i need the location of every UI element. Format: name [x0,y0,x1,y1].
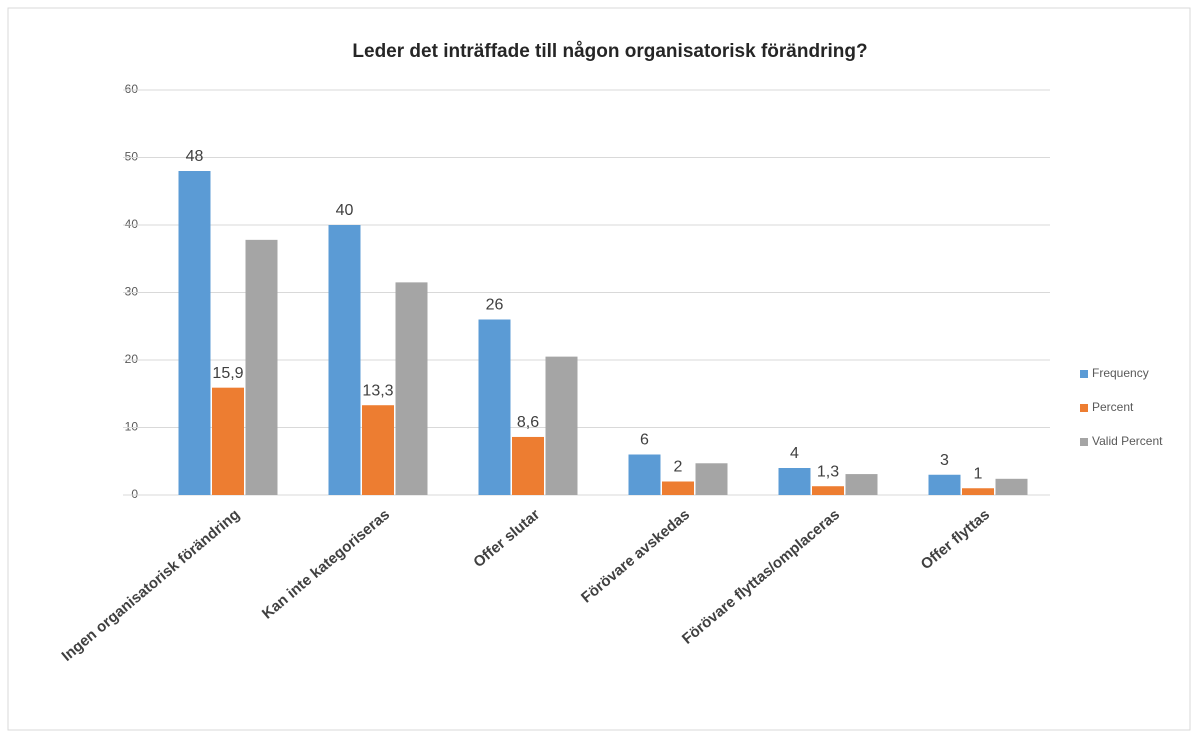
legend-label: Valid Percent [1092,434,1163,448]
legend-swatch [1080,404,1088,412]
y-tick-label: 50 [125,150,139,164]
bar [995,478,1028,495]
bar [478,319,511,495]
y-tick-label: 30 [125,285,139,299]
bar [778,468,811,495]
data-label: 6 [640,432,649,449]
bar [178,171,211,495]
chart-title: Leder det inträffade till någon organisa… [352,41,867,62]
data-label: 40 [336,202,354,219]
bar [212,387,244,495]
y-tick-label: 40 [125,217,139,231]
bar [245,239,278,495]
data-label: 3 [940,452,949,469]
bar [545,356,578,495]
data-label: 15,9 [212,365,243,382]
y-tick-label: 10 [125,420,139,434]
data-label: 48 [186,148,204,165]
bar [962,488,994,495]
bar [512,436,544,495]
data-label: 1,3 [817,463,839,480]
legend-label: Frequency [1092,366,1149,380]
bar [662,481,694,495]
data-label: 2 [674,459,683,476]
y-tick-label: 0 [131,487,138,501]
data-label: 4 [790,445,799,462]
y-tick-label: 20 [125,352,139,366]
bar [395,282,428,495]
data-label: 13,3 [362,382,393,399]
legend-label: Percent [1092,400,1134,414]
data-label: 1 [974,465,983,482]
data-label: 8,6 [517,414,539,431]
y-tick-label: 60 [125,82,139,96]
bar [845,474,878,495]
bar [362,405,394,495]
legend-swatch [1080,370,1088,378]
bar [928,474,961,495]
bar [328,225,361,495]
bar [628,454,661,495]
bar [695,463,728,495]
legend-swatch [1080,438,1088,446]
bar [812,486,844,495]
data-label: 26 [486,297,504,314]
